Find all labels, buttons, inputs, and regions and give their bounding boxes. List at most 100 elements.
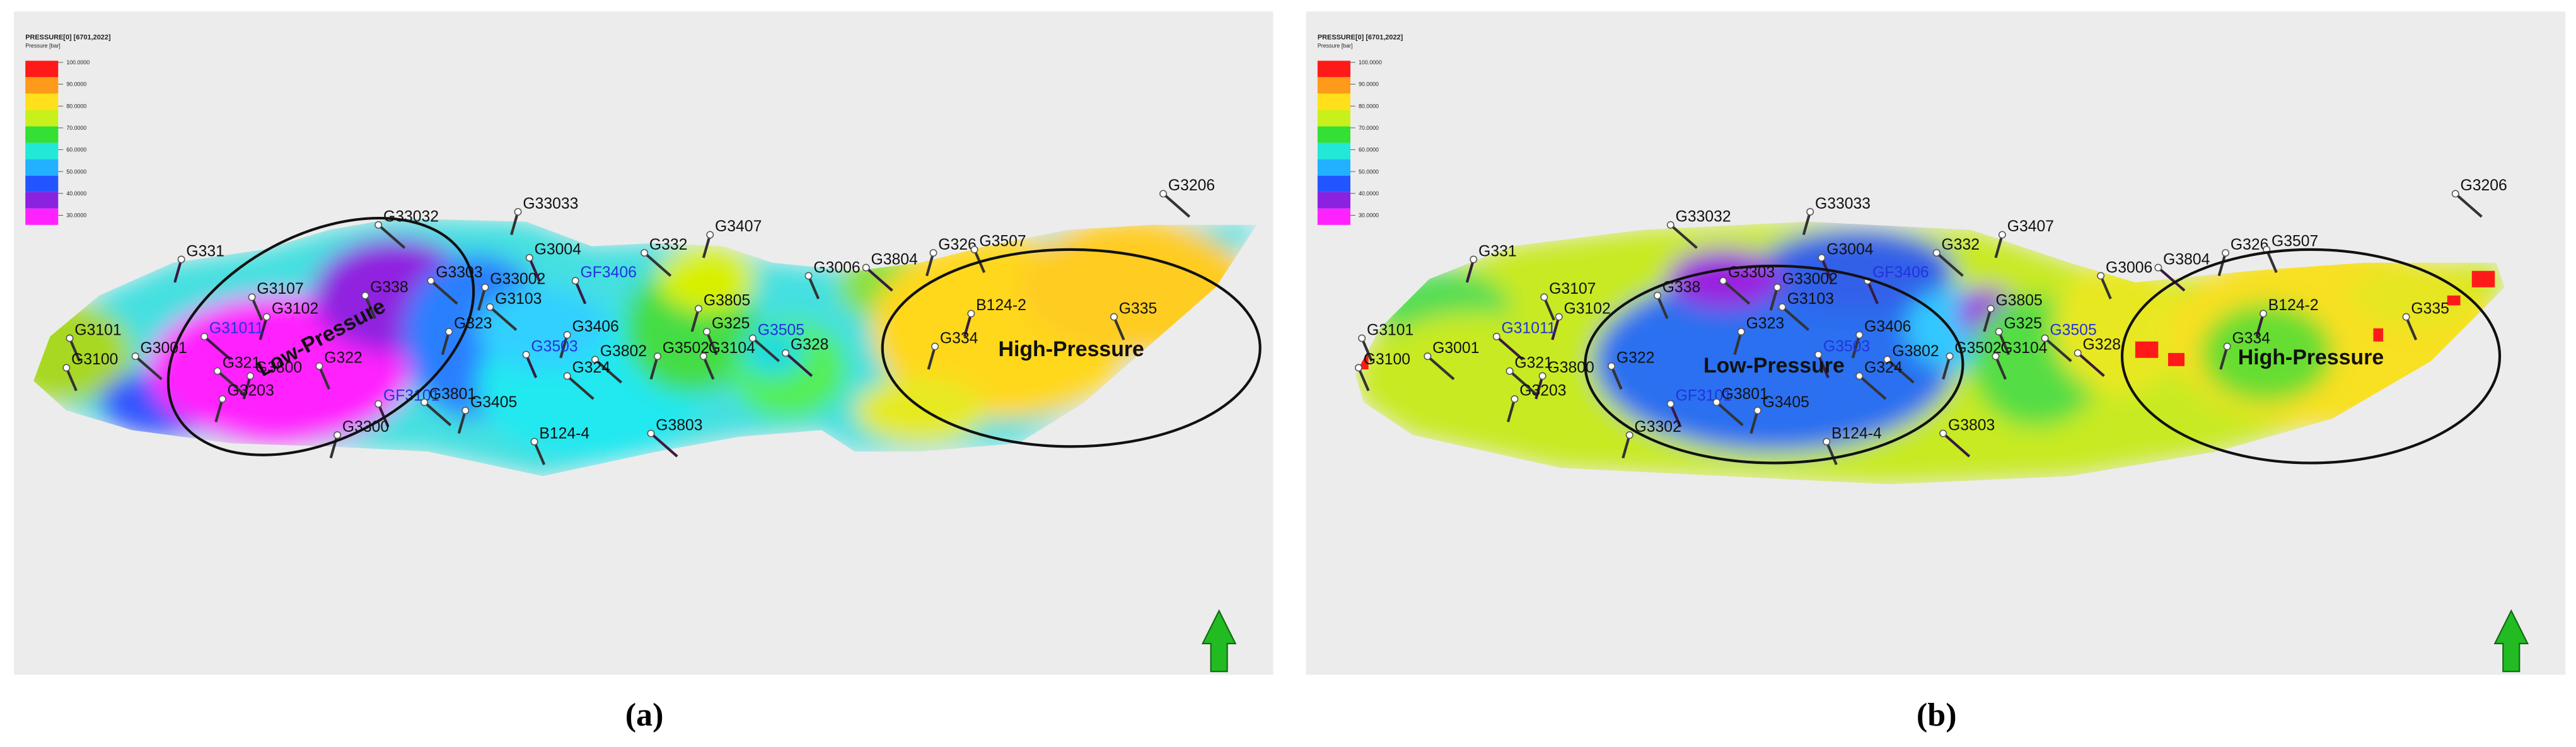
well-trajectory — [134, 355, 163, 381]
well-trajectory — [2044, 337, 2072, 362]
well-label: G3206 — [2461, 177, 2507, 194]
well-trajectory — [318, 365, 330, 390]
well-label: G322 — [1616, 350, 1655, 367]
well-head — [1511, 395, 1519, 403]
legend-swatch — [1317, 192, 1350, 209]
well-trajectory — [250, 296, 264, 321]
well-head — [1666, 400, 1674, 408]
well-head — [699, 352, 707, 361]
well-head — [1506, 367, 1514, 375]
legend-swatch — [25, 77, 59, 94]
well-label: G3803 — [1948, 417, 1995, 434]
well-trajectory — [1983, 308, 1992, 332]
well-head — [461, 407, 470, 415]
well-label: G3102 — [272, 300, 318, 317]
well-trajectory — [65, 367, 78, 391]
well-label: G3004 — [1826, 241, 1874, 258]
well-label: G3407 — [2007, 218, 2054, 235]
well-label: G33002 — [490, 271, 545, 288]
well-head — [421, 398, 429, 407]
well-head — [525, 253, 533, 262]
north-arrow — [2493, 609, 2529, 673]
high-spot — [2471, 270, 2495, 287]
well-head — [334, 431, 342, 439]
well-head — [653, 352, 661, 361]
legend-tick-label: 100.0000 — [66, 59, 90, 66]
well-label: G3507 — [2271, 233, 2318, 250]
well-trajectory — [1506, 398, 1516, 422]
pressure-zone — [1363, 311, 1594, 444]
well-trajectory — [1495, 335, 1524, 361]
well-trajectory — [2099, 275, 2112, 299]
well-trajectory — [2217, 252, 2227, 277]
well-trajectory — [1733, 331, 1743, 356]
well-head — [1470, 255, 1478, 263]
well-trajectory — [441, 331, 451, 356]
well-label: G3406 — [1864, 318, 1911, 335]
legend-tick-label: 40.0000 — [66, 190, 86, 197]
well-label: G332 — [1942, 236, 1980, 253]
well-head — [2402, 313, 2410, 321]
well-head — [804, 272, 813, 280]
well-head — [1987, 304, 1995, 313]
annotation-label: High-Pressure — [2238, 345, 2384, 369]
well-trajectory — [1994, 356, 2007, 380]
well-label: G3203 — [1519, 383, 1566, 400]
well-label: G3206 — [1168, 177, 1215, 194]
legend-unit: Pressure [bar] — [25, 43, 61, 49]
well-trajectory — [477, 287, 487, 311]
well-label: G3803 — [656, 417, 702, 434]
caption: (a) — [625, 697, 664, 733]
well-trajectory — [377, 403, 390, 427]
well-trajectory — [1994, 234, 2004, 258]
well-head — [1625, 431, 1633, 439]
well-head — [62, 364, 71, 372]
well-label: G332 — [649, 236, 688, 253]
well-head — [1939, 429, 1947, 437]
well-trajectory — [566, 374, 595, 400]
well-label: G33033 — [523, 195, 578, 212]
well-head — [263, 313, 271, 321]
well-trajectory — [510, 211, 519, 236]
well-label: G3103 — [1787, 291, 1834, 308]
well-head — [177, 255, 185, 263]
well-head — [1998, 231, 2006, 239]
well-label: G3006 — [2106, 259, 2152, 276]
well-trajectory — [751, 337, 780, 362]
legend-tick-label: 80.0000 — [1359, 103, 1379, 109]
well-label: GF3101 — [383, 387, 439, 404]
well-head — [218, 395, 226, 403]
legend-title: PRESSURE[0] [6701,2022] — [1318, 34, 1403, 42]
well-trajectory — [423, 401, 452, 427]
legend-tick-label: 60.0000 — [1359, 147, 1379, 153]
well-head — [1719, 277, 1727, 285]
well-trajectory — [377, 224, 406, 249]
well-head — [1855, 372, 1864, 380]
well-head — [1712, 398, 1720, 407]
legend-tick-label: 50.0000 — [66, 168, 86, 175]
legend-title: PRESSURE[0] [6701,2022] — [25, 34, 111, 42]
well-label: G3004 — [535, 241, 582, 258]
pressure-zone — [477, 287, 608, 369]
well-label: G3104 — [2000, 340, 2048, 357]
well-label: G3405 — [470, 394, 517, 411]
legend-tick-label: 100.0000 — [1359, 59, 1382, 66]
high-spot — [2447, 295, 2461, 306]
well-head — [2097, 272, 2105, 280]
well-label: GF3406 — [1872, 264, 1929, 281]
well-trajectory — [68, 337, 81, 362]
well-trajectory — [690, 308, 700, 332]
well-label: G3203 — [228, 383, 274, 400]
well-trajectory — [559, 334, 569, 359]
well-trajectory — [2219, 345, 2229, 370]
well-trajectory — [2454, 192, 2483, 218]
well-head — [1555, 313, 1563, 321]
pressure-zone — [2201, 303, 2333, 403]
pressure-zone — [657, 246, 757, 312]
well-label: G3006 — [813, 259, 860, 276]
high-spot — [2135, 341, 2159, 358]
well-head — [706, 231, 714, 239]
well-head — [1992, 352, 2000, 361]
well-head — [2223, 342, 2231, 350]
well-label: G3802 — [1892, 343, 1939, 360]
